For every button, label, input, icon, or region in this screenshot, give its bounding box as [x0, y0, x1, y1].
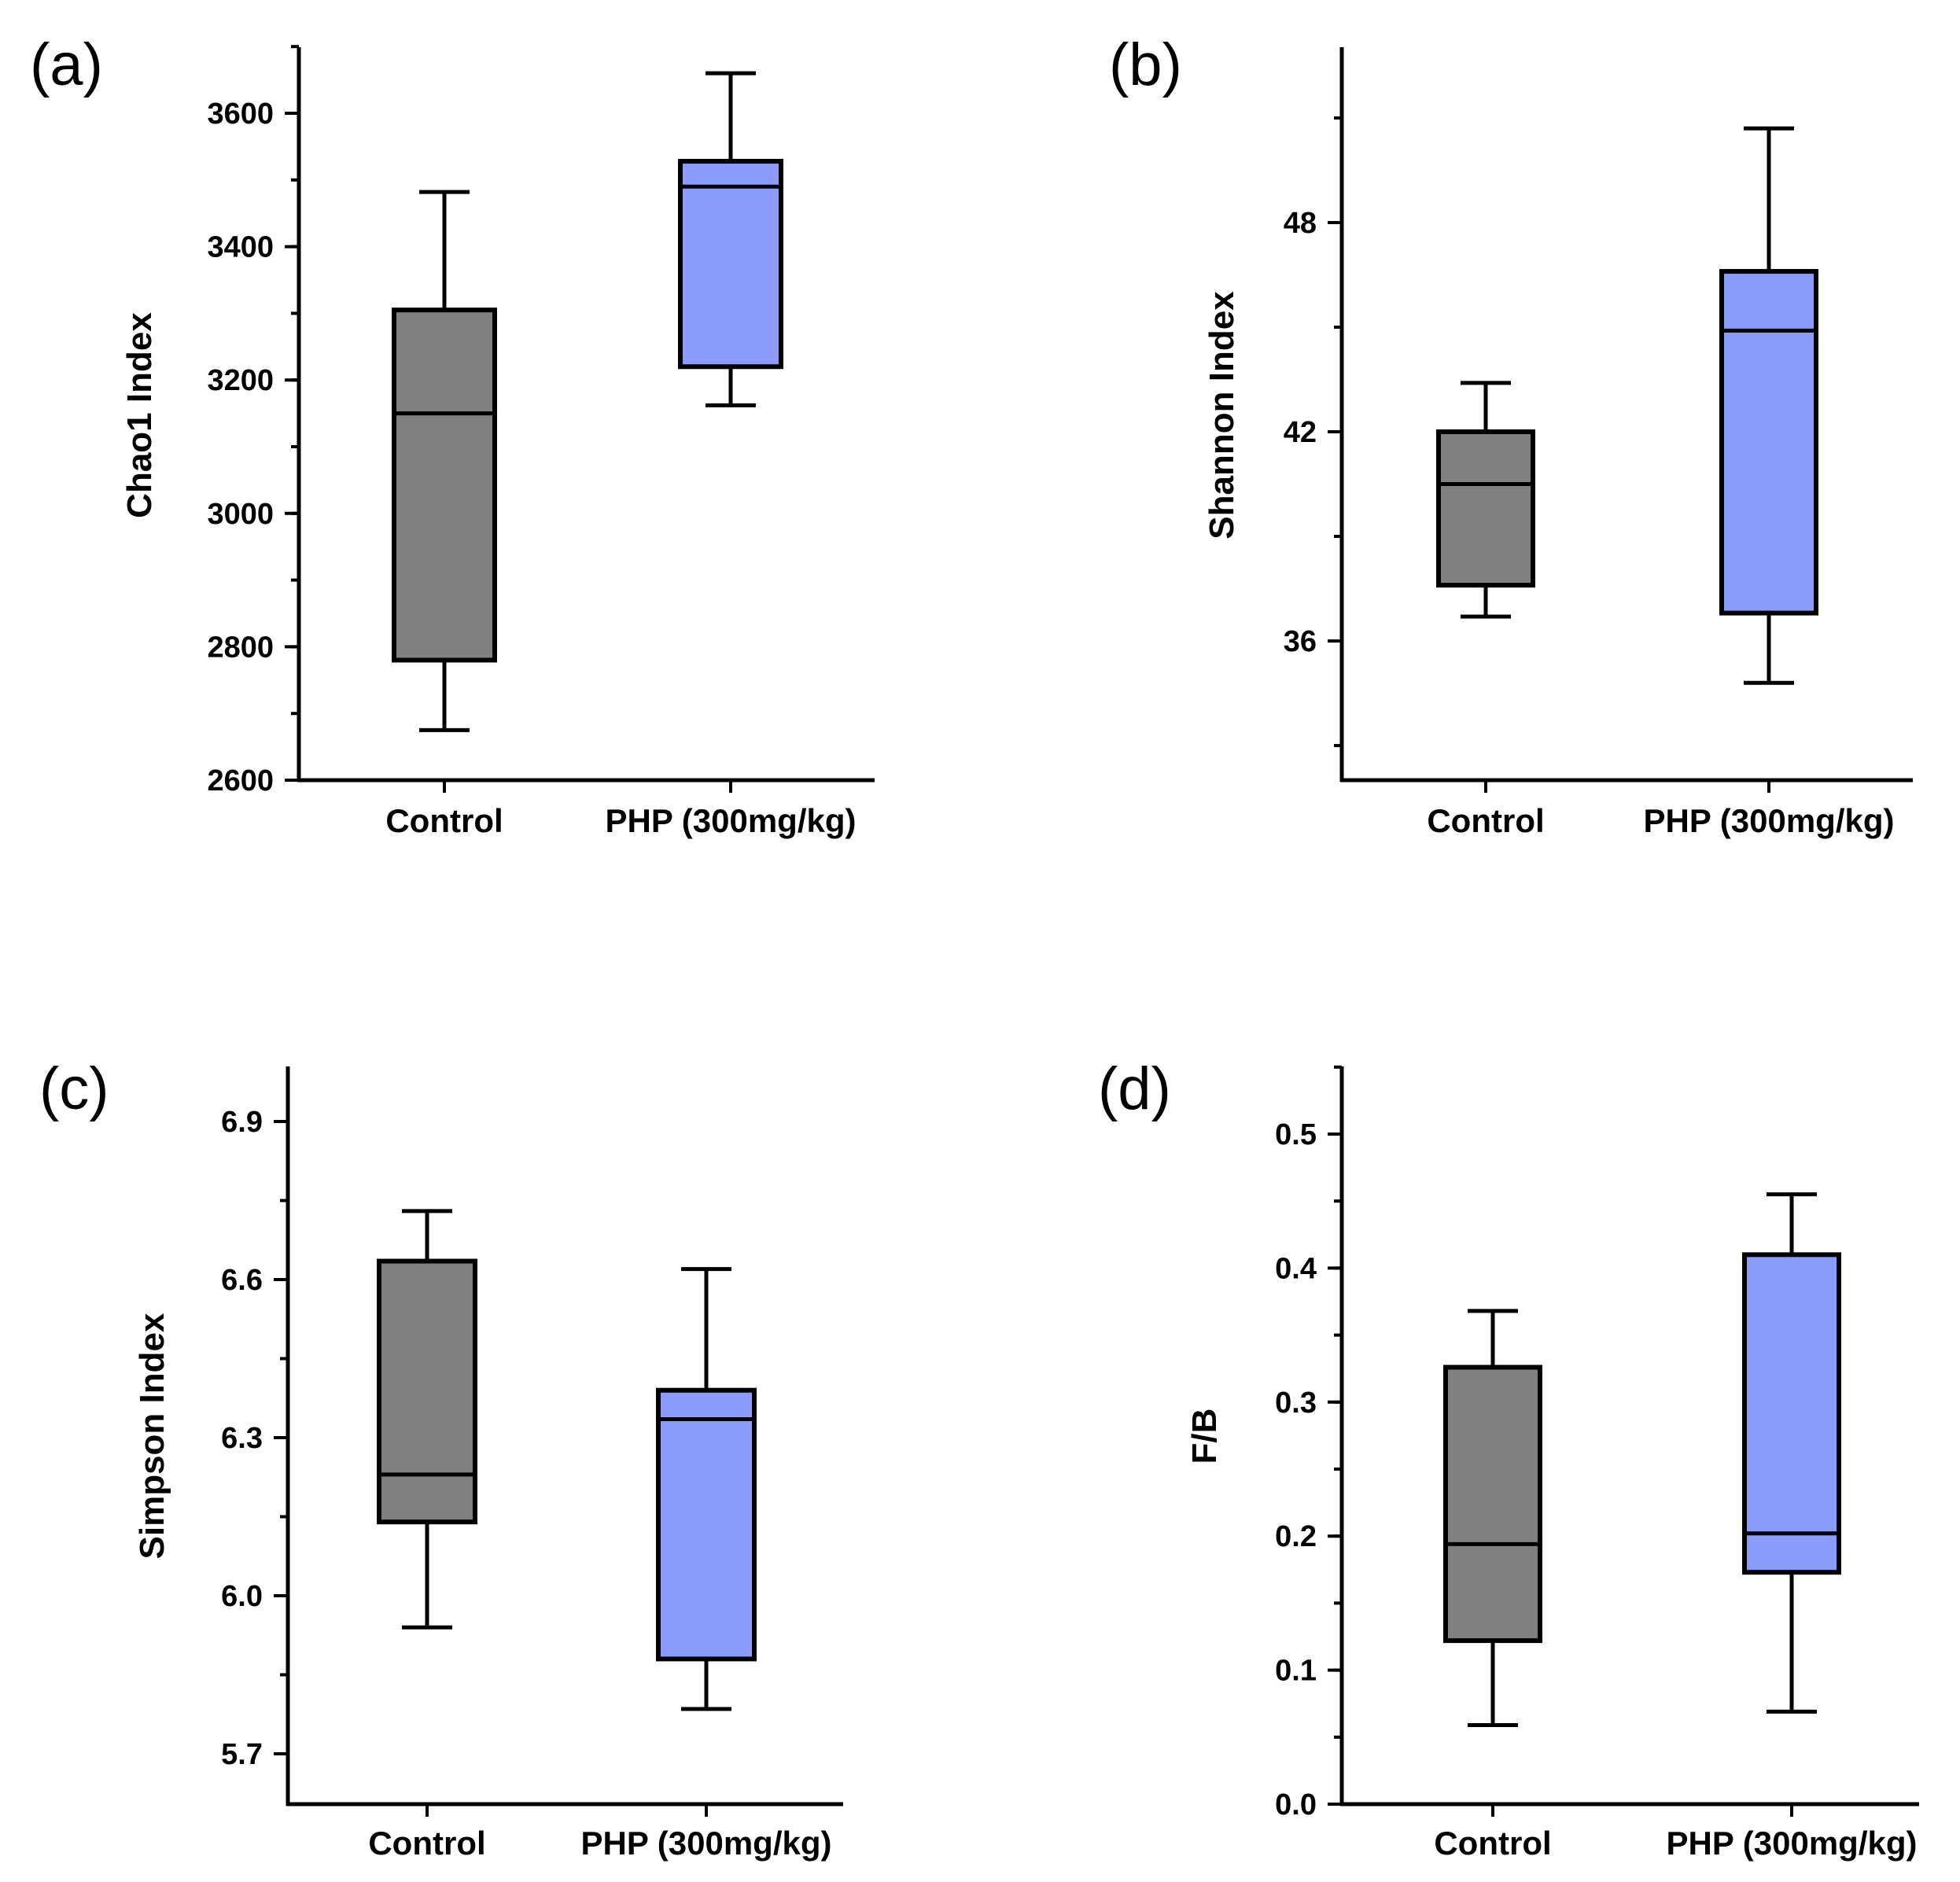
x-category-label: PHP (300mg/kg): [606, 802, 857, 839]
panel-label: (d): [1098, 1055, 1171, 1122]
chart-panel-1: (a) 2600 2800 3000 3200 3400 3600 Chao1 Index Co…: [30, 31, 875, 839]
y-axis-title: F/B: [1185, 1409, 1224, 1464]
iqr-box: [678, 159, 783, 370]
x-category-label: Control: [385, 802, 503, 839]
x-category-label: PHP (300mg/kg): [1644, 802, 1895, 839]
box-php: [1742, 1192, 1841, 1714]
y-axis-title: Simpson Index: [133, 1313, 171, 1559]
chart-panel-2: (b) 36 42 48 Shannon Index Control PHP (300mg/…: [1109, 31, 1913, 839]
x-category-label: Control: [368, 1825, 485, 1862]
y-tick-label: 0.2: [1275, 1520, 1317, 1553]
y-tick-label: 2800: [207, 631, 274, 664]
y-tick-label: 3200: [207, 364, 274, 397]
y-tick-label: 6.0: [221, 1580, 263, 1613]
y-tick-label: 6.3: [221, 1422, 263, 1455]
y-axis-title: Chao1 Index: [120, 312, 159, 518]
y-tick-label: 0.3: [1275, 1387, 1317, 1420]
iqr-box: [1436, 429, 1535, 588]
chart-panel-4: (d) 0.0 0.1 0.2 0.3 0.4 0.5 F/B Control PHP (300m…: [1098, 1055, 1919, 1862]
x-category-label: Control: [1434, 1825, 1551, 1862]
chart-panel-3: (c) 5.7 6.0 6.3 6.6 6.9 Simpson Index Control PH…: [39, 1055, 843, 1862]
y-tick-label: 5.7: [221, 1738, 263, 1771]
iqr-box: [392, 308, 497, 663]
panel-label: (c): [39, 1055, 109, 1122]
box-control: [392, 190, 497, 732]
box-php: [1719, 126, 1818, 685]
y-axis-title: Shannon Index: [1203, 291, 1241, 540]
y-tick-label: 2600: [207, 764, 274, 797]
x-category-label: PHP (300mg/kg): [1667, 1825, 1918, 1862]
y-tick-label: 3600: [207, 98, 274, 131]
iqr-box: [656, 1387, 757, 1662]
box-control: [377, 1209, 477, 1630]
y-tick-label: 0.0: [1275, 1788, 1317, 1821]
iqr-box: [1742, 1252, 1841, 1575]
y-tick-label: 3400: [207, 231, 274, 264]
box-php: [656, 1267, 757, 1711]
y-tick-label: 6.6: [221, 1264, 263, 1297]
iqr-box: [377, 1258, 477, 1525]
y-tick-label: 6.9: [221, 1106, 263, 1139]
x-category-label: PHP (300mg/kg): [581, 1825, 832, 1862]
y-tick-label: 3000: [207, 498, 274, 531]
y-tick-label: 0.5: [1275, 1118, 1317, 1151]
panel-label: (a): [30, 31, 103, 98]
y-tick-label: 0.4: [1275, 1252, 1317, 1285]
iqr-box: [1443, 1365, 1542, 1644]
panel-label: (b): [1109, 31, 1182, 98]
box-control: [1443, 1309, 1542, 1727]
y-tick-label: 36: [1284, 625, 1317, 658]
y-tick-label: 0.1: [1275, 1655, 1317, 1688]
box-php: [678, 71, 783, 407]
y-tick-label: 42: [1284, 416, 1317, 449]
x-category-label: Control: [1427, 802, 1544, 839]
iqr-box: [1719, 269, 1818, 616]
y-tick-label: 48: [1284, 207, 1317, 240]
box-control: [1436, 381, 1535, 619]
